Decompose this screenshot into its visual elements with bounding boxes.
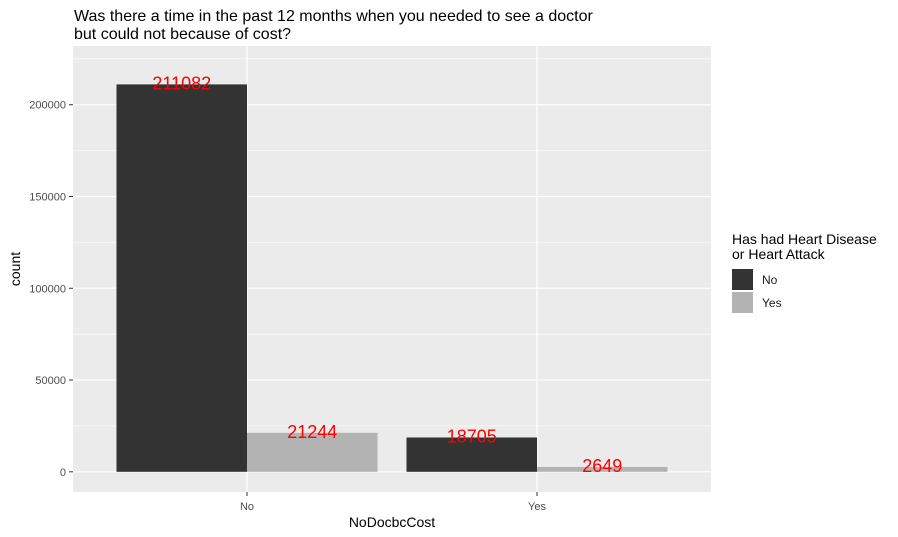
bar-no-no — [116, 84, 247, 472]
legend-item-no: No — [732, 268, 877, 291]
data-label: 211082 — [152, 73, 211, 93]
x-tick-label: Yes — [528, 501, 546, 513]
legend-label-yes: Yes — [762, 295, 782, 310]
data-label: 21244 — [287, 422, 337, 442]
legend-title-line-2: or Heart Attack — [732, 246, 825, 262]
chart-title-line-1: Was there a time in the past 12 months w… — [74, 8, 593, 25]
y-tick-label: 50000 — [35, 375, 66, 387]
x-axis-title: NoDocbcCost — [349, 514, 435, 530]
y-tick-label: 200000 — [29, 100, 66, 112]
legend-label-no: No — [762, 272, 778, 287]
legend-title-line-1: Has had Heart Disease — [732, 231, 877, 247]
legend: Has had Heart Disease or Heart Attack No… — [732, 232, 877, 314]
chart-title: Was there a time in the past 12 months w… — [74, 8, 714, 44]
bar-yes-yes — [537, 466, 668, 472]
legend-key-no — [732, 269, 753, 290]
data-label: 18705 — [447, 426, 497, 446]
chart-title-line-2: but could not because of cost? — [74, 26, 292, 43]
bar-no-yes — [406, 437, 537, 472]
x-tick-label: No — [240, 501, 254, 513]
legend-item-yes: Yes — [732, 291, 877, 314]
y-tick-label: 0 — [60, 467, 66, 479]
legend-key-yes — [732, 292, 753, 313]
y-axis-title: count — [7, 252, 23, 286]
y-tick-label: 150000 — [29, 192, 66, 204]
bar-yes-no — [247, 432, 378, 472]
y-tick-label: 100000 — [29, 283, 66, 295]
data-label: 2649 — [582, 456, 622, 476]
